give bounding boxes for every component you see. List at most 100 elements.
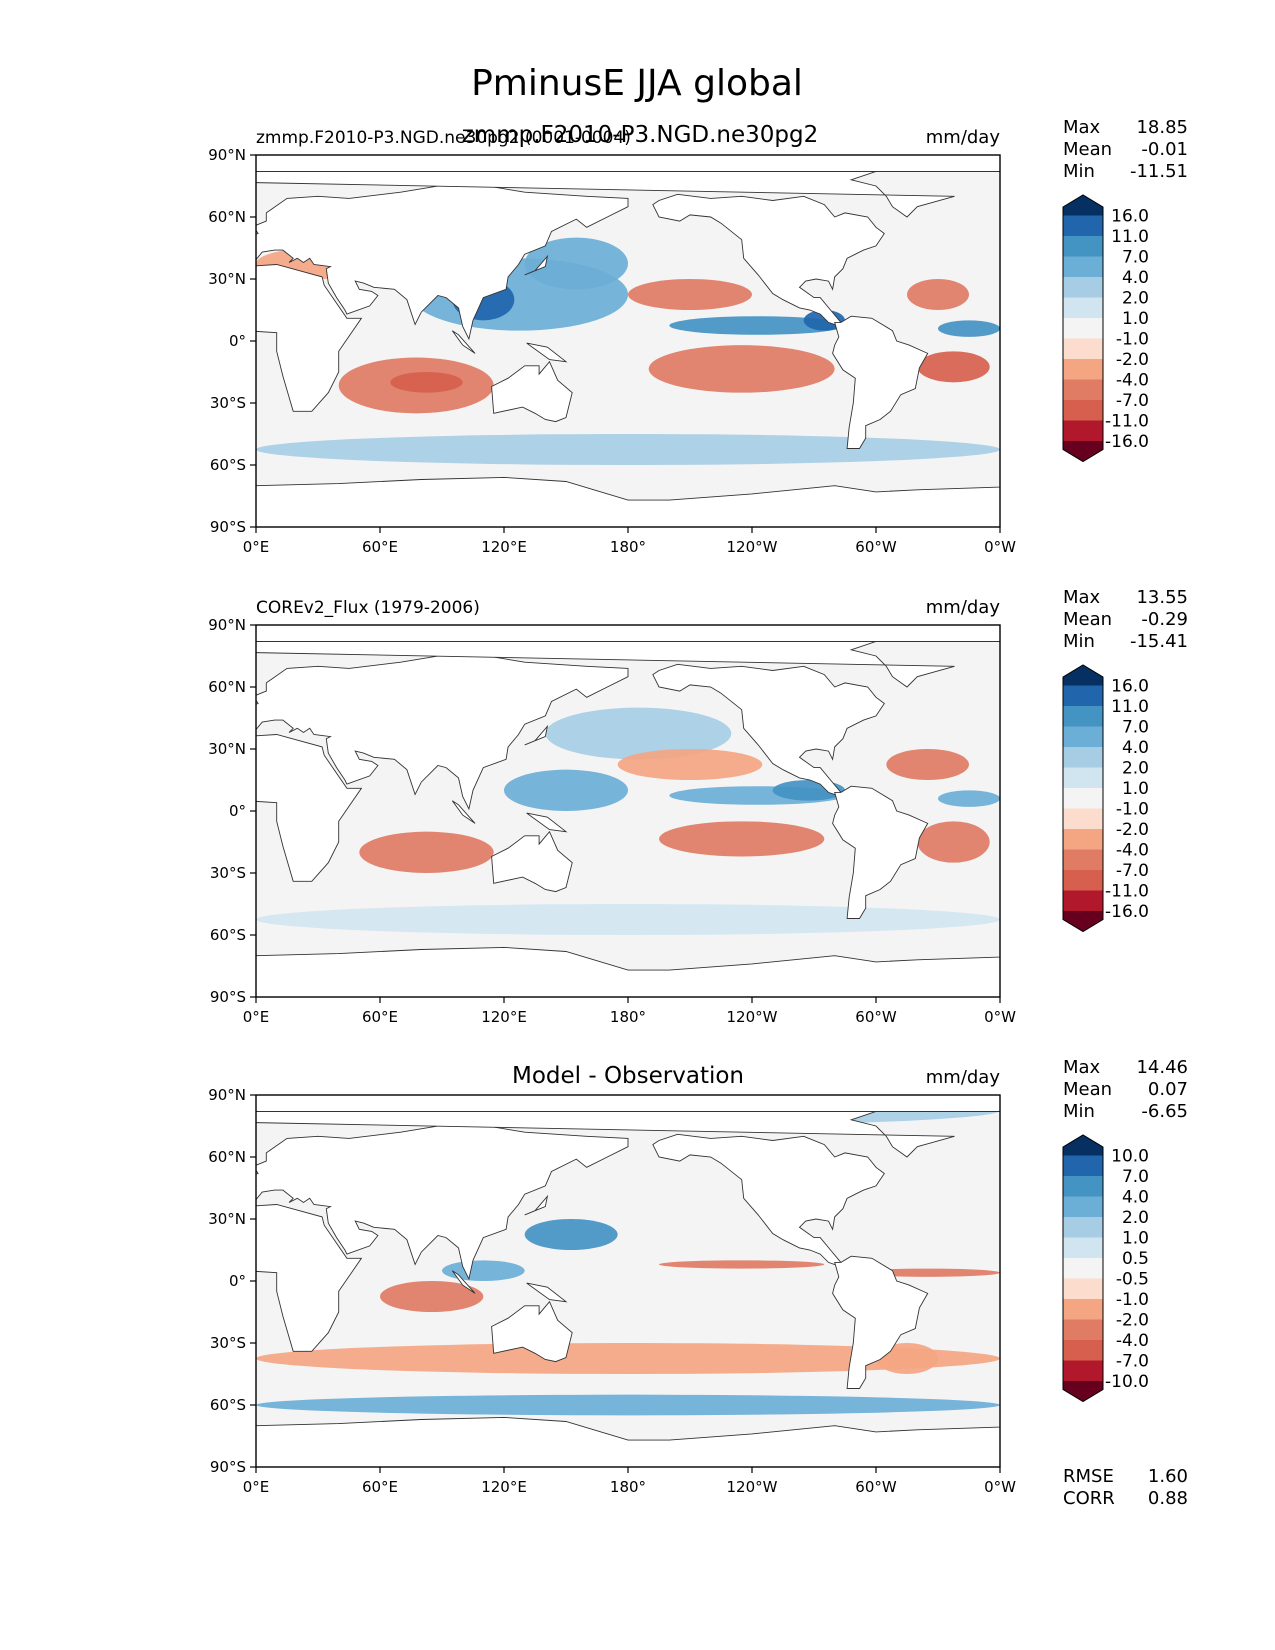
land-mass-6 xyxy=(256,155,1000,172)
colorbar-tick-label: -16.0 xyxy=(1105,902,1149,922)
metric-label: CORR xyxy=(1063,1488,1115,1509)
colorbar-tick-label: -4.0 xyxy=(1116,841,1149,861)
colorbar-tick-label: -2.0 xyxy=(1116,350,1149,370)
y-tick-label: 90°N xyxy=(208,146,246,164)
colorbar-segment xyxy=(1063,318,1103,339)
stat-label: Max xyxy=(1063,587,1101,608)
field-region-10 xyxy=(256,904,1000,935)
colorbar-segment xyxy=(1063,1360,1103,1382)
colorbar-tick-label: 7.0 xyxy=(1122,248,1149,268)
x-tick-label: 120°E xyxy=(481,1478,527,1496)
colorbar-tick-label: 4.0 xyxy=(1122,268,1149,288)
figure-subtitle: zmmp.F2010-P3.NGD.ne30pg2 xyxy=(462,122,819,148)
land-layer xyxy=(256,1095,1000,1467)
stat-value: -0.01 xyxy=(1141,139,1188,160)
field-region-10 xyxy=(628,279,752,310)
land-mass-3 xyxy=(652,193,885,325)
field-region-3 xyxy=(659,1260,825,1269)
colorbar-segment xyxy=(1063,685,1103,707)
field-layer xyxy=(256,707,1000,935)
colorbar-extend-bottom xyxy=(1063,1381,1103,1402)
colorbar-segment xyxy=(1063,1340,1103,1361)
field-region-8 xyxy=(648,345,835,393)
colorbar-segment xyxy=(1063,277,1103,298)
colorbar-extend-top xyxy=(1063,1135,1103,1156)
land-mass-9 xyxy=(524,724,549,746)
field-region-7 xyxy=(917,821,990,863)
colorbar-segment xyxy=(1063,788,1103,809)
land-layer xyxy=(256,155,1000,527)
y-tick-label: 90°S xyxy=(210,518,246,536)
y-axis: 90°N 60°N 30°N 0° 30°S 60°S 90°S xyxy=(208,616,256,1006)
land-mass-0 xyxy=(256,264,363,412)
metric-value: 1.60 xyxy=(1148,1466,1188,1487)
colorbar-tick-label: -7.0 xyxy=(1116,1352,1149,1372)
colorbar-segment xyxy=(1063,1176,1103,1197)
colorbar-outline xyxy=(1062,194,1104,463)
stat-label: Min xyxy=(1063,631,1095,652)
y-tick-label: 60°N xyxy=(208,208,246,226)
y-tick-label: 30°N xyxy=(208,1210,246,1228)
field-region-9 xyxy=(886,749,970,780)
land-mass-2 xyxy=(491,830,573,893)
colorbar-tick-label: 4.0 xyxy=(1122,1188,1149,1208)
field-region-6 xyxy=(659,821,825,857)
y-tick-label: 60°S xyxy=(210,1396,246,1414)
field-region-8 xyxy=(617,749,763,780)
y-axis: 90°N 60°N 30°N 0° 30°S 60°S 90°S xyxy=(208,1086,256,1476)
colorbar-segment xyxy=(1063,1258,1103,1279)
y-tick-label: 60°S xyxy=(210,926,246,944)
land-mass-7 xyxy=(256,946,1000,997)
colorbar-tick-label: 1.0 xyxy=(1122,779,1149,799)
field-region-5 xyxy=(359,831,494,873)
stat-label: Mean xyxy=(1063,609,1112,630)
colorbar-segment xyxy=(1063,1319,1103,1341)
y-tick-label: 0° xyxy=(229,1272,246,1290)
colorbar-tick-label: 2.0 xyxy=(1122,289,1149,309)
stat-value: 18.85 xyxy=(1136,117,1188,138)
x-axis: 0°E 60°E 120°E 180° 120°W 60°W 0°W xyxy=(243,997,1016,1026)
land-mass-0 xyxy=(256,734,363,882)
stat-label: Mean xyxy=(1063,1079,1112,1100)
stat-label: Mean xyxy=(1063,139,1112,160)
x-tick-label: 120°W xyxy=(727,1008,778,1026)
colorbar-tick-label: -1.0 xyxy=(1116,800,1149,820)
field-region-12 xyxy=(256,434,1000,465)
stat-value: -0.29 xyxy=(1141,609,1188,630)
metric-value: 0.88 xyxy=(1148,1488,1188,1509)
panel-left-title: zmmp.F2010-P3.NGD.ne30pg2 (0001-0004) xyxy=(256,128,631,148)
colorbar-tick-label: -0.5 xyxy=(1116,1270,1149,1290)
land-mass-4 xyxy=(832,785,929,919)
colorbar-segment xyxy=(1063,1278,1103,1300)
land-mass-3 xyxy=(652,1133,885,1265)
colorbar-tick-label: 11.0 xyxy=(1111,227,1149,247)
land-mass-2 xyxy=(491,1300,573,1363)
colorbar-tick-label: 1.0 xyxy=(1122,309,1149,329)
x-tick-label: 60°E xyxy=(362,538,398,556)
colorbar-tick-label: 0.5 xyxy=(1122,1249,1149,1269)
colorbar-tick-label: -4.0 xyxy=(1116,371,1149,391)
colorbar-tick-label: -11.0 xyxy=(1105,882,1149,902)
panel-observation: 0°E 60°E 120°E 180° 120°W 60°W 0°W 90°N 60°N 30°N… xyxy=(208,587,1188,1026)
colorbar-outline xyxy=(1062,1134,1104,1403)
y-tick-label: 0° xyxy=(229,332,246,350)
x-tick-label: 180° xyxy=(610,1478,646,1496)
colorbar-segment xyxy=(1063,767,1103,789)
colorbar-segment xyxy=(1063,359,1103,380)
colorbar-tick-label: 7.0 xyxy=(1122,718,1149,738)
x-tick-label: 0°E xyxy=(243,1008,270,1026)
colorbar-segment xyxy=(1063,256,1103,278)
y-tick-label: 30°N xyxy=(208,740,246,758)
colorbar-segment xyxy=(1063,215,1103,237)
stat-label: Max xyxy=(1063,117,1101,138)
colorbar-tick-label: -2.0 xyxy=(1116,1311,1149,1331)
x-tick-label: 180° xyxy=(610,1008,646,1026)
colorbar-segment xyxy=(1063,1237,1103,1259)
x-tick-label: 120°W xyxy=(727,1478,778,1496)
colorbar-tick-label: -7.0 xyxy=(1116,861,1149,881)
colorbar: 16.011.07.04.02.01.0-1.0-2.0-4.0-7.0-11.… xyxy=(1062,194,1149,463)
colorbar-extend-bottom xyxy=(1063,441,1103,462)
x-tick-label: 120°E xyxy=(481,538,527,556)
stat-value: -11.51 xyxy=(1130,161,1188,182)
